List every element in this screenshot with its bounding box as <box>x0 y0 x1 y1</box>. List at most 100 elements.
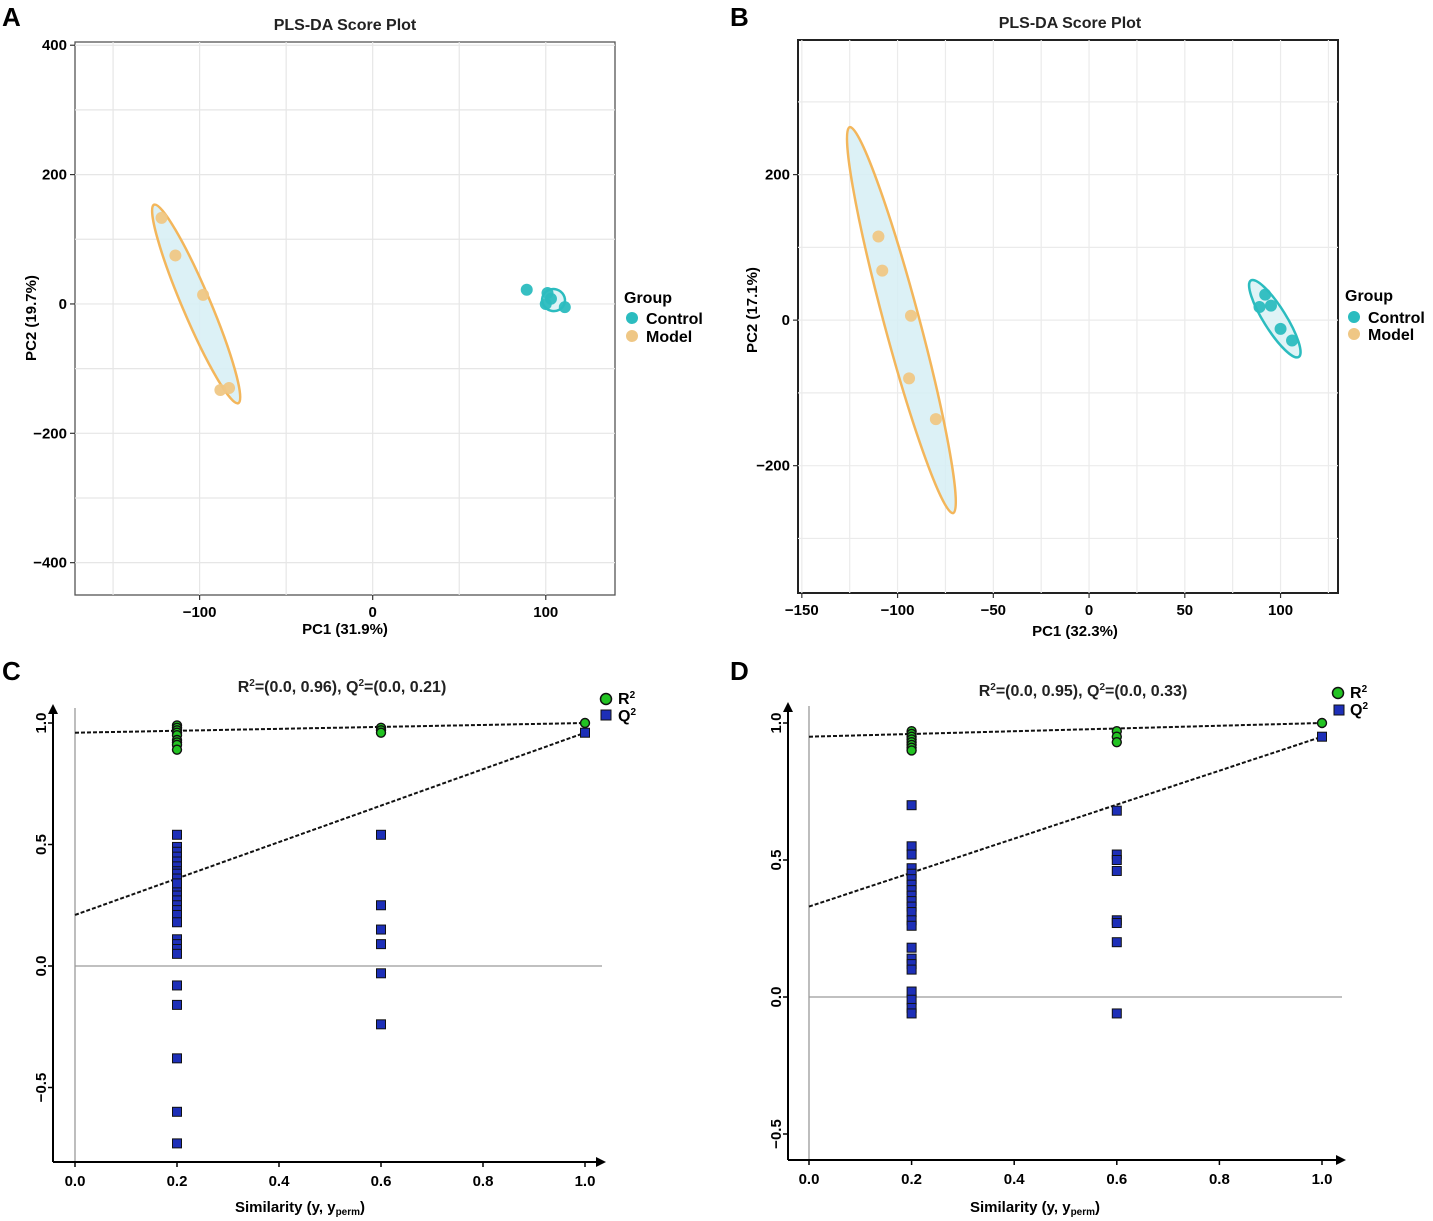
legend-item-model-b: Model <box>1368 327 1414 344</box>
legend-q2-d-base: Q <box>1350 702 1362 719</box>
title-d-mid: =(0.0, 0.95), Q <box>996 683 1100 700</box>
title-d-end: =(0.0, 0.33) <box>1105 683 1187 700</box>
legend-r2-c-sup: 2 <box>630 690 636 701</box>
legend-swatch-q2-c <box>600 709 612 721</box>
x-axis-arrow <box>1336 1155 1346 1165</box>
q2-point <box>376 900 386 911</box>
y-tick-label: 0.5 <box>768 850 785 871</box>
point-control <box>1286 334 1299 347</box>
x-tick-label: 0.6 <box>1106 1171 1127 1188</box>
permutation-plot-d: R2=(0.0, 0.95), Q2=(0.0, 0.33) 0.0 0.2 0.4… <box>768 682 1368 1218</box>
xlabel-c-end: ) <box>360 1199 365 1216</box>
title-c-mid: =(0.0, 0.96), Q <box>255 679 359 696</box>
chart-title-b: PLS-DA Score Plot <box>999 15 1142 32</box>
legend-r2-d-base: R <box>1350 685 1362 702</box>
q2-point <box>172 948 182 959</box>
point-model <box>903 372 916 385</box>
legend-b: Group Control Model <box>1345 288 1425 344</box>
legend-swatch-model-a <box>626 330 638 342</box>
y-tick-label: 0 <box>59 296 67 313</box>
y-tick-label: −200 <box>756 458 790 475</box>
ellipse-model <box>845 125 958 515</box>
legend-swatch-control-b <box>1348 311 1360 323</box>
title-d-r-sup: 2 <box>990 682 996 693</box>
ticks-c: 0.0 0.2 0.4 0.6 0.8 1.0 1.0 0.5 0.0 −0.5 <box>33 713 595 1190</box>
r2-point <box>579 717 591 729</box>
legend-swatch-model-b <box>1348 328 1360 340</box>
legend-q2-c-sup: 2 <box>630 707 636 718</box>
x-tick-label: 1.0 <box>575 1173 596 1190</box>
x-tick-label: 0.6 <box>371 1173 392 1190</box>
point-model <box>169 249 182 262</box>
point-control <box>539 297 552 310</box>
panel-label-d: D <box>730 656 749 686</box>
y-tick-label: 1.0 <box>768 713 785 734</box>
x-axis-label-a: PC1 (31.9%) <box>302 621 388 638</box>
y-tick-label: 400 <box>42 37 67 54</box>
x-tick-label: −150 <box>785 602 819 619</box>
q2-point <box>376 939 386 950</box>
legend-swatch-q2-d <box>1333 704 1345 716</box>
q2-point <box>906 964 917 975</box>
point-model <box>929 413 942 426</box>
r2-point <box>1111 736 1123 748</box>
axes-c <box>48 704 606 1167</box>
point-control <box>1274 322 1287 335</box>
y-tick-label: −0.5 <box>768 1119 785 1149</box>
x-axis-arrow <box>596 1157 606 1167</box>
q2-point <box>172 1053 182 1064</box>
y-axis-arrow <box>48 704 58 714</box>
q2-point <box>906 907 917 918</box>
legend-r2-d-sup: 2 <box>1362 684 1368 695</box>
r2-point <box>375 727 387 738</box>
y-tick-label: 1.0 <box>33 713 50 734</box>
legend-q2-d-sup: 2 <box>1362 701 1368 712</box>
xlabel-d-base: Similarity (y, y <box>970 1199 1071 1216</box>
title-c-r-sup: 2 <box>249 678 255 689</box>
x-tick-label: −100 <box>183 604 217 621</box>
xlabel-d-end: ) <box>1095 1199 1100 1216</box>
x-tick-label: 100 <box>533 604 558 621</box>
legend-item-q2-d: Q2 <box>1350 701 1368 719</box>
xlabel-c-base: Similarity (y, y <box>235 1199 336 1216</box>
legend-q2-c-base: Q <box>618 708 630 725</box>
point-model <box>155 211 168 224</box>
y-tick-label: 0.0 <box>768 987 785 1008</box>
title-c-r: R <box>238 679 250 696</box>
y-tick-label: 200 <box>42 167 67 184</box>
q2-point <box>1111 937 1122 948</box>
pls-da-score-plot-b: PLS-DA Score Plot −150 −100 −50 0 50 1002000−… <box>744 15 1425 640</box>
point-control <box>558 301 571 314</box>
x-tick-label: 0 <box>1085 602 1093 619</box>
q2-point <box>906 994 917 1005</box>
legend-item-r2-d: R2 <box>1350 684 1368 702</box>
xlabel-d-sub: perm <box>1071 1207 1096 1218</box>
q2-point <box>376 924 386 935</box>
y-tick-label: 0.0 <box>33 956 50 977</box>
points-c <box>171 717 591 1149</box>
legend-swatch-r2-d <box>1331 686 1345 700</box>
y-tick-label: −0.5 <box>33 1073 50 1103</box>
permutation-plot-c: R2=(0.0, 0.96), Q2=(0.0, 0.21) 0.0 0.2 0.4… <box>33 678 636 1218</box>
y-tick-label: −200 <box>33 425 67 442</box>
y-axis-arrow <box>783 702 793 712</box>
x-axis-label-c: Similarity (y, yperm) <box>235 1199 365 1218</box>
y-tick-label: 0 <box>782 312 790 329</box>
point-control <box>1253 301 1266 314</box>
q2-point <box>906 920 917 931</box>
panel-label-c: C <box>2 656 21 686</box>
legend-a: Group Control Model <box>624 290 703 346</box>
r2-point <box>1316 717 1328 729</box>
panel-label-a: A <box>2 2 21 32</box>
xlabel-c-sub: perm <box>336 1207 361 1218</box>
chart-title-a: PLS-DA Score Plot <box>274 17 417 34</box>
ticks-d: 0.0 0.2 0.4 0.6 0.8 1.0 1.0 0.5 0.0 −0.5 <box>768 713 1332 1188</box>
q2-point <box>172 829 182 840</box>
title-d-r: R <box>979 683 991 700</box>
legend-swatch-control-a <box>626 312 638 324</box>
x-tick-label: 0 <box>369 604 377 621</box>
regression-lines-c <box>74 722 586 916</box>
q2-point <box>906 986 917 997</box>
regression-line-r2 <box>808 722 1323 738</box>
legend-title-a: Group <box>624 290 672 307</box>
